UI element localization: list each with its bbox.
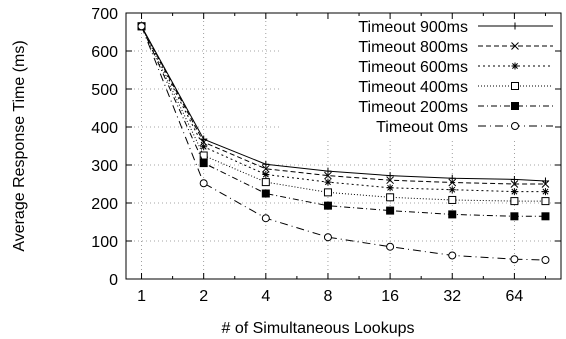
series-timeout-900ms bbox=[138, 22, 549, 185]
legend-label: Timeout 200ms bbox=[358, 99, 468, 116]
series-line bbox=[141, 26, 546, 217]
data-point-marker bbox=[262, 171, 270, 178]
legend-label: Timeout 600ms bbox=[358, 59, 468, 76]
data-point-marker bbox=[510, 255, 519, 264]
data-point-marker bbox=[324, 167, 332, 175]
y-tick-label: 700 bbox=[91, 6, 118, 23]
legend-item: Timeout 400ms bbox=[358, 79, 553, 96]
x-tick-label: 8 bbox=[324, 288, 333, 305]
data-point-marker bbox=[323, 201, 332, 210]
data-point-marker bbox=[541, 212, 550, 221]
series-line bbox=[141, 26, 546, 261]
legend-label: Timeout 900ms bbox=[358, 19, 468, 36]
data-point-marker bbox=[261, 164, 270, 173]
series-line bbox=[141, 26, 546, 182]
data-point-marker bbox=[200, 143, 208, 151]
x-tick-label: 64 bbox=[505, 288, 523, 305]
data-point-marker bbox=[386, 193, 395, 202]
x-axis-ticks: 1 2 4 8 16 32 64 bbox=[137, 13, 546, 305]
data-point-marker bbox=[510, 175, 518, 183]
data-point-marker bbox=[511, 102, 519, 110]
x-tick-label: 4 bbox=[261, 288, 270, 305]
data-point-marker bbox=[511, 62, 519, 70]
data-point-marker bbox=[510, 197, 519, 206]
legend-item: Timeout 600ms bbox=[358, 59, 553, 76]
series-line bbox=[141, 26, 546, 202]
data-point-marker bbox=[510, 188, 518, 196]
series-lines bbox=[137, 22, 550, 264]
data-point-marker bbox=[511, 122, 519, 130]
data-point-marker bbox=[386, 184, 394, 192]
x-tick-label: 1 bbox=[137, 288, 146, 305]
data-point-marker bbox=[541, 197, 550, 206]
x-tick-label: 2 bbox=[199, 288, 208, 305]
y-tick-label: 400 bbox=[91, 120, 118, 137]
data-point-marker bbox=[511, 82, 519, 90]
data-point-marker bbox=[324, 171, 332, 180]
data-point-marker bbox=[541, 180, 550, 188]
y-tick-label: 300 bbox=[91, 158, 118, 175]
data-point-marker bbox=[386, 242, 395, 251]
data-point-marker bbox=[511, 22, 519, 30]
y-tick-label: 0 bbox=[109, 272, 118, 289]
x-tick-label: 32 bbox=[443, 288, 461, 305]
series-timeout-200ms bbox=[137, 22, 550, 221]
data-point-marker bbox=[323, 188, 332, 197]
data-point-marker bbox=[261, 214, 270, 223]
data-point-marker bbox=[510, 180, 519, 188]
y-tick-label: 500 bbox=[91, 82, 118, 99]
data-point-marker bbox=[448, 178, 457, 187]
data-point-marker bbox=[199, 179, 208, 188]
plot-frame bbox=[125, 12, 562, 280]
legend-label: Timeout 800ms bbox=[358, 39, 468, 56]
data-point-marker bbox=[199, 151, 208, 160]
data-point-marker bbox=[448, 174, 456, 182]
series-timeout-0ms bbox=[137, 22, 550, 264]
data-point-marker bbox=[541, 188, 549, 196]
legend-item: Timeout 200ms bbox=[358, 99, 553, 116]
data-point-marker bbox=[386, 172, 394, 180]
y-axis-label: Average Response Time (ms) bbox=[11, 40, 28, 251]
data-point-marker bbox=[261, 189, 270, 198]
data-point-marker bbox=[199, 159, 208, 168]
legend-item: Timeout 900ms bbox=[358, 19, 553, 36]
series-line bbox=[141, 26, 546, 193]
data-point-marker bbox=[386, 176, 394, 185]
legend-item: Timeout 800ms bbox=[358, 39, 553, 56]
data-point-marker bbox=[448, 251, 457, 260]
data-point-marker bbox=[448, 186, 456, 194]
x-axis-label: # of Simultaneous Lookups bbox=[221, 320, 414, 337]
legend-item: Timeout 0ms bbox=[376, 119, 553, 136]
data-point-marker bbox=[137, 22, 146, 31]
x-tick-label: 16 bbox=[381, 288, 399, 305]
data-point-marker bbox=[323, 233, 332, 242]
data-point-marker bbox=[262, 160, 270, 168]
legend-label: Timeout 0ms bbox=[376, 119, 468, 136]
data-point-marker bbox=[511, 42, 519, 50]
data-point-marker bbox=[510, 212, 519, 221]
y-tick-label: 100 bbox=[91, 234, 118, 251]
data-point-marker bbox=[448, 195, 457, 204]
data-point-marker bbox=[261, 178, 270, 187]
legend: Timeout 900ms Timeout 800ms Timeout 600ms T… bbox=[281, 16, 557, 138]
y-axis-ticks: 0 100 200 300 400 500 600 700 bbox=[91, 6, 561, 289]
data-point-marker bbox=[324, 178, 332, 186]
y-tick-label: 200 bbox=[91, 196, 118, 213]
legend-label: Timeout 400ms bbox=[358, 79, 468, 96]
data-point-marker bbox=[386, 206, 395, 215]
series-line bbox=[141, 26, 546, 185]
data-point-marker bbox=[448, 210, 457, 219]
y-tick-label: 600 bbox=[91, 44, 118, 61]
legend-background bbox=[281, 16, 557, 138]
data-point-marker bbox=[541, 256, 550, 264]
